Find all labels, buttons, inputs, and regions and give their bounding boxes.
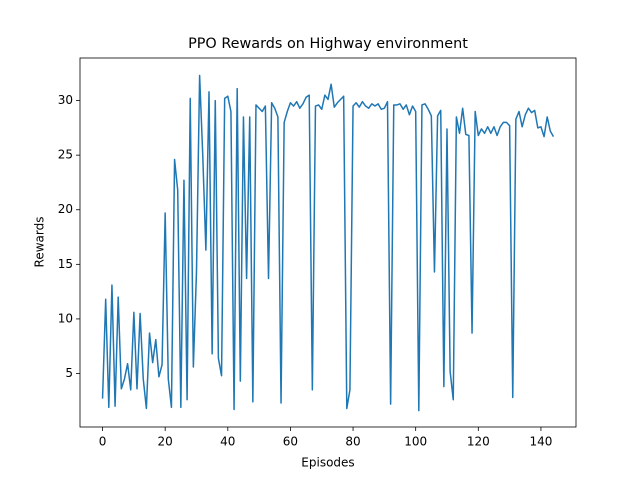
plot-frame xyxy=(79,57,577,428)
x-tick-label: 20 xyxy=(158,435,173,449)
y-axis-label: Rewards xyxy=(33,217,47,268)
x-tick-label: 140 xyxy=(529,435,552,449)
y-tick-label: 10 xyxy=(58,311,73,325)
x-tick-label: 60 xyxy=(283,435,298,449)
y-tick-label: 20 xyxy=(58,202,73,216)
x-tick-label: 100 xyxy=(404,435,427,449)
y-tick-label: 30 xyxy=(58,93,73,107)
line-series xyxy=(101,74,555,412)
x-tick-label: 120 xyxy=(467,435,490,449)
y-tick-label: 15 xyxy=(58,257,73,271)
chart-title: PPO Rewards on Highway environment xyxy=(188,36,468,52)
x-axis-label: Episodes xyxy=(301,456,354,470)
x-tick-label: 40 xyxy=(220,435,235,449)
y-tick-label: 5 xyxy=(65,366,73,380)
x-tick-label: 80 xyxy=(345,435,360,449)
y-tick-label: 25 xyxy=(58,148,73,162)
x-tick-label: 0 xyxy=(99,435,107,449)
